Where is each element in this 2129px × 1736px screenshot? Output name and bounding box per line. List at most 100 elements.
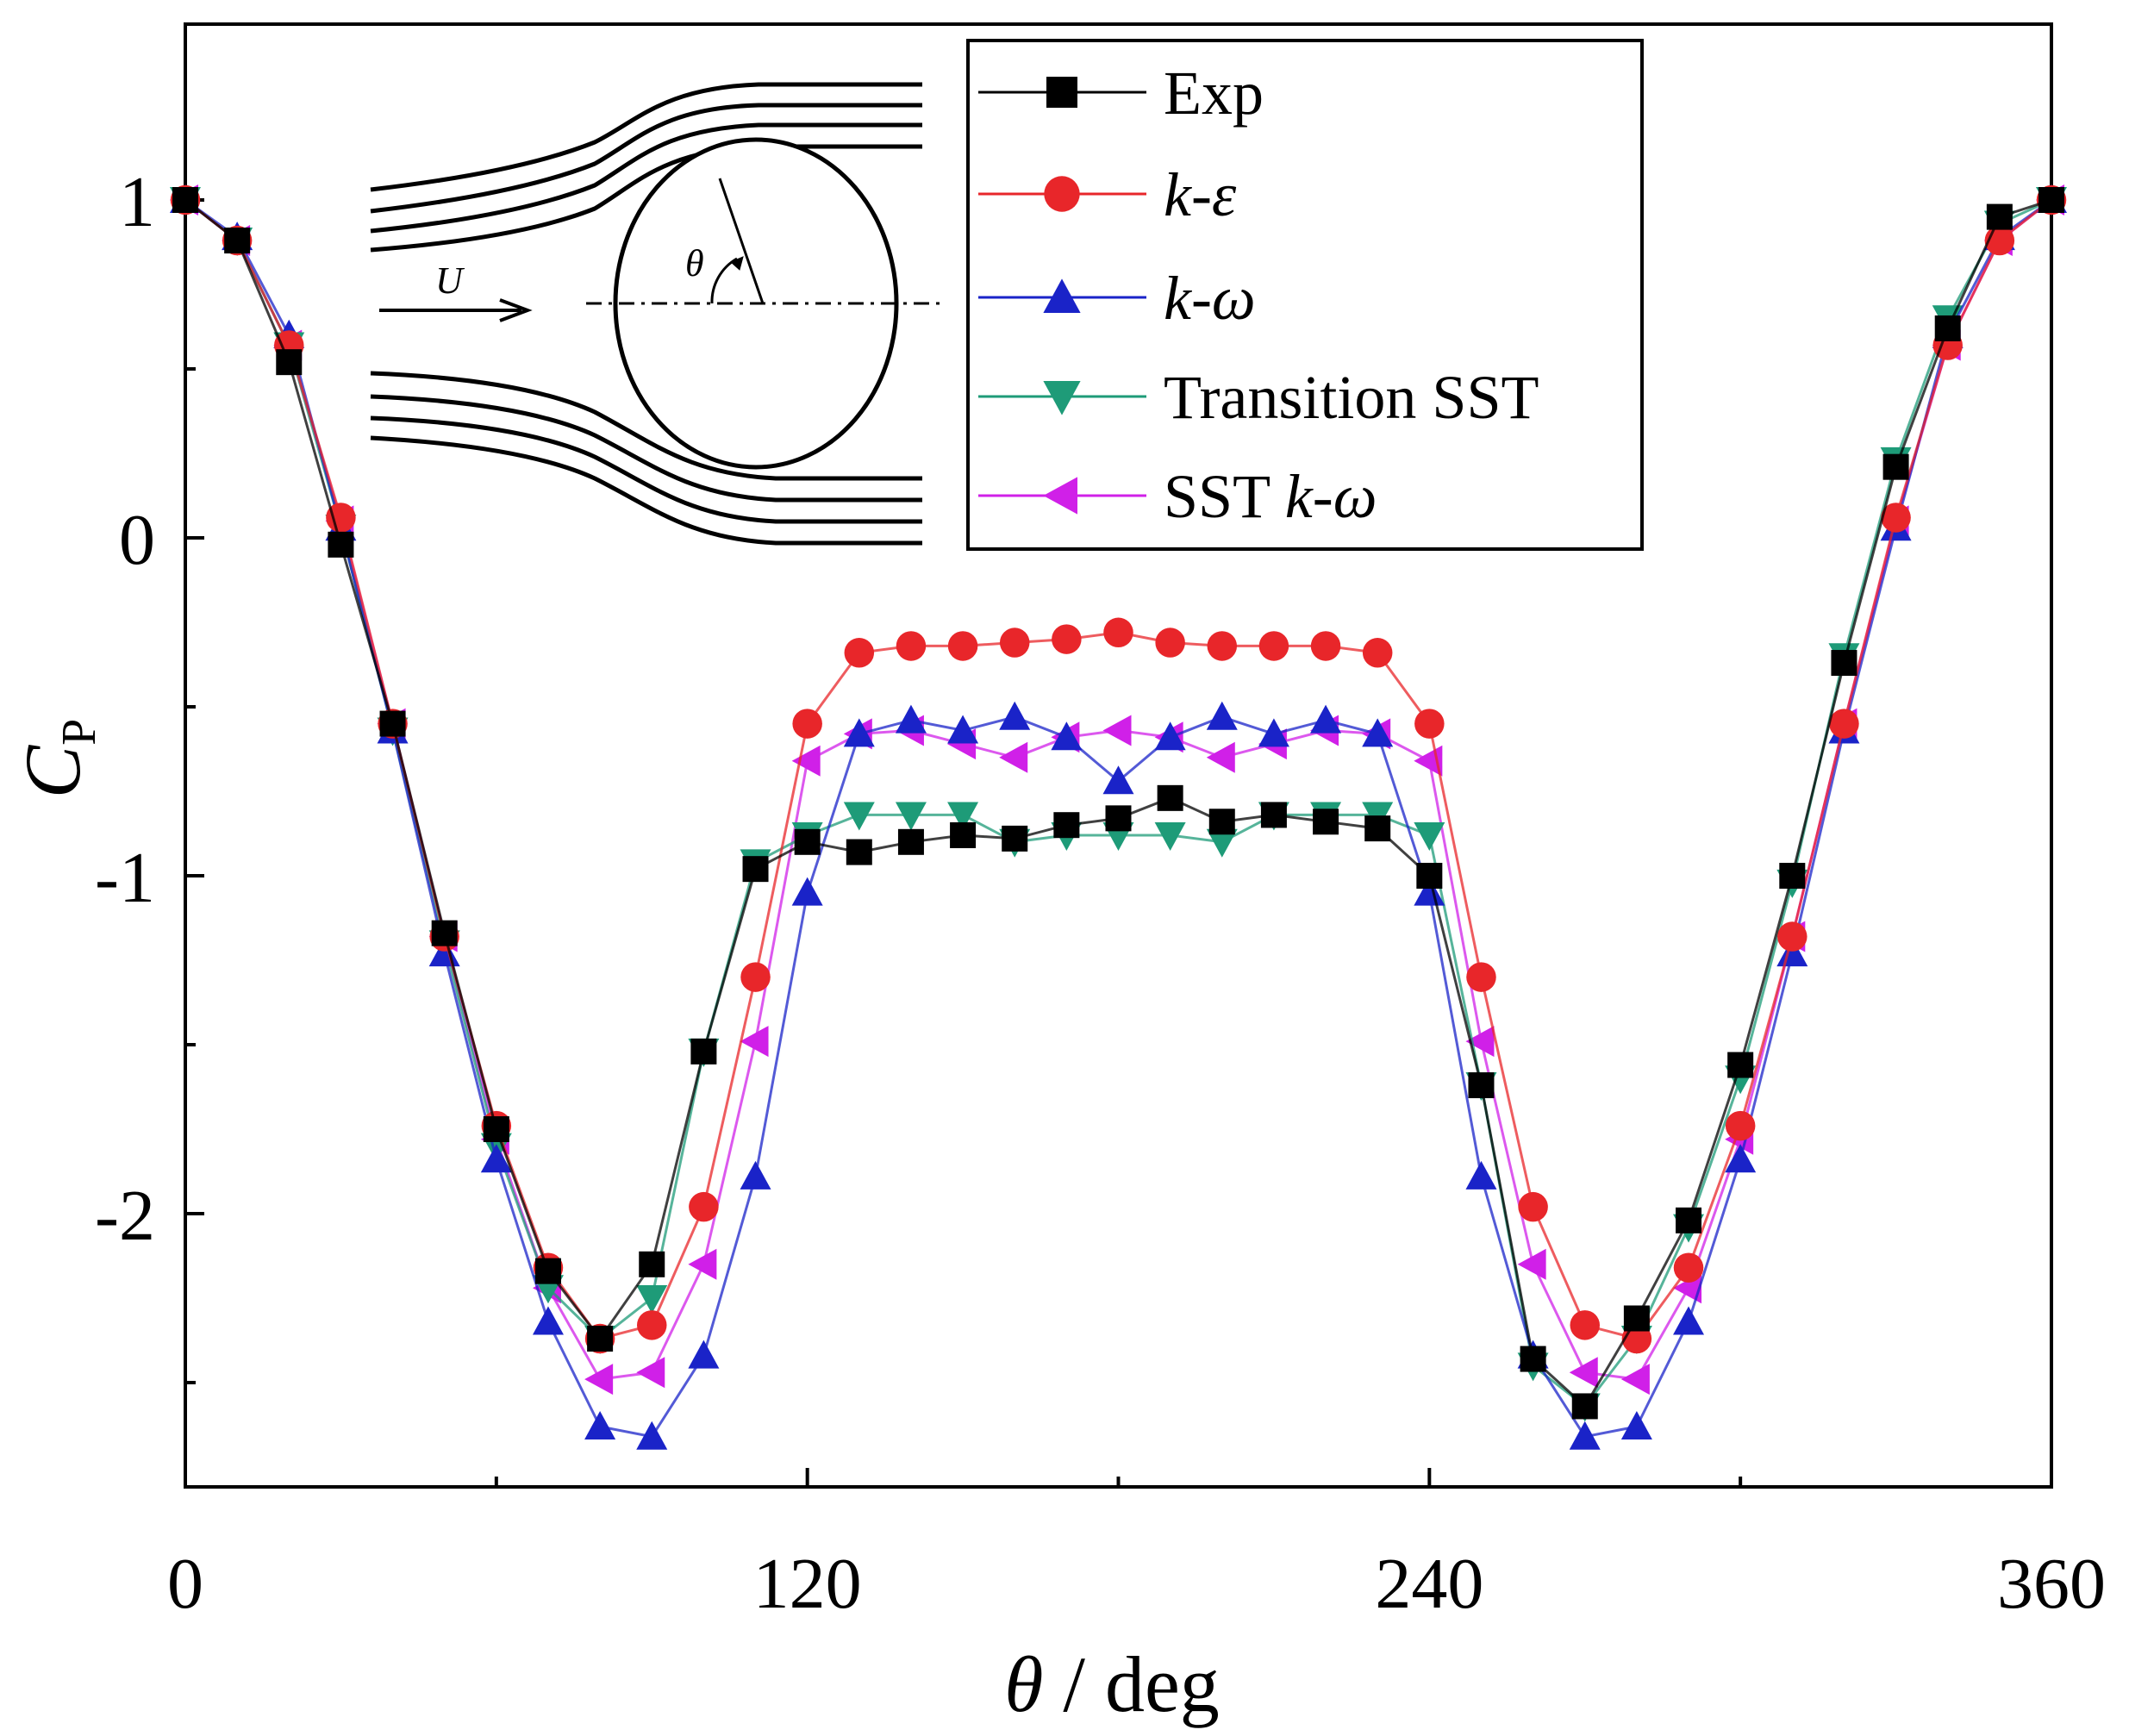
data-point [999,628,1030,658]
data-point [1468,1072,1495,1099]
legend: Exp k-ε k-ω Transition SST SST k-ω [966,39,1644,551]
data-point [636,1285,668,1314]
data-point [1779,863,1806,889]
data-point [690,1038,717,1065]
data-point [1520,1346,1546,1372]
y-tick-label: -1 [95,838,155,918]
data-point [587,1326,614,1352]
data-point [172,187,198,213]
legend-item: k-ε [978,160,1237,229]
data-point [532,1306,564,1335]
data-point [896,631,927,661]
flow-inset-diagram: U θ [370,82,940,546]
data-point [1676,1207,1702,1233]
data-point [1362,718,1394,747]
streamline-upper-2 [370,103,922,214]
streamline-lower-3 [370,415,922,524]
data-point [379,710,406,737]
data-point [742,856,769,883]
data-point [1465,1026,1495,1058]
streamline-upper-1 [370,82,922,192]
data-point [947,802,979,831]
data-point [844,638,875,668]
data-point [534,1258,561,1284]
data-point [639,1251,665,1277]
data-point [483,1116,509,1142]
data-point [792,709,822,739]
data-point [688,1248,717,1280]
legend-label: Exp [1164,59,1264,128]
data-point [1103,617,1133,648]
data-point [1623,1305,1650,1332]
series-exp [172,187,2064,1420]
data-point [1416,863,1443,889]
inset-label-theta: θ [685,242,704,284]
data-point [1829,709,1859,739]
data-point [1831,650,1857,677]
x-tick-label: 0 [167,1544,203,1624]
data-point [1206,741,1235,773]
data-point [1414,877,1445,906]
data-point [584,1410,616,1439]
data-point [1620,1364,1650,1396]
radius-line [718,178,765,304]
data-point [1569,1421,1601,1450]
data-point [1517,1248,1546,1280]
data-point [794,828,821,855]
streamline-lower-1 [370,371,922,481]
data-point [843,718,875,747]
legend-marker [1043,381,1081,415]
data-point [1051,721,1083,751]
theta-arc-arrowhead [730,256,744,271]
data-point [1364,815,1391,842]
data-point [1155,628,1185,658]
legend-marker [1043,477,1077,515]
legend-item: Exp [978,59,1264,128]
data-point [1154,721,1186,751]
data-point [947,715,979,744]
legend-marker [1043,278,1081,313]
data-point [740,1160,771,1190]
data-point [688,1339,720,1369]
legend-label: Transition SST [1164,363,1539,432]
data-point [1882,453,1909,480]
x-tick-label: 240 [1375,1544,1483,1624]
legend-label: k-ω [1164,264,1256,333]
data-point [895,802,927,831]
data-point [1052,624,1082,654]
data-point [689,1191,719,1222]
data-point [1362,638,1393,668]
data-point [1053,812,1080,839]
data-point [1414,821,1445,851]
data-point [1105,805,1132,832]
legend-marker [1046,77,1077,108]
y-tick-label: 0 [119,500,155,580]
y-tick-label: 1 [119,162,155,242]
y-tick-label: -2 [95,1176,155,1256]
y-axis-title: CP [9,719,106,799]
data-point [326,503,356,533]
data-point [1725,1144,1757,1173]
data-point [1313,809,1339,835]
data-point [1570,1310,1600,1340]
data-point [1258,631,1289,661]
data-point [1518,1191,1548,1222]
data-point [740,1026,769,1058]
data-point [1206,701,1238,730]
data-point [328,531,354,558]
data-point [1206,828,1238,858]
data-point [1414,709,1445,739]
data-point [637,1310,667,1340]
streamline-lower-4 [370,435,922,546]
legend-marker [1044,176,1080,212]
data-point [1207,631,1238,661]
data-point [1466,962,1496,992]
x-tick-label: 360 [1997,1544,2106,1624]
data-point [1777,921,1807,952]
data-point [636,1421,668,1450]
data-point [1465,1160,1497,1190]
data-point [895,704,927,734]
data-point [1881,503,1911,533]
data-point [431,920,458,946]
